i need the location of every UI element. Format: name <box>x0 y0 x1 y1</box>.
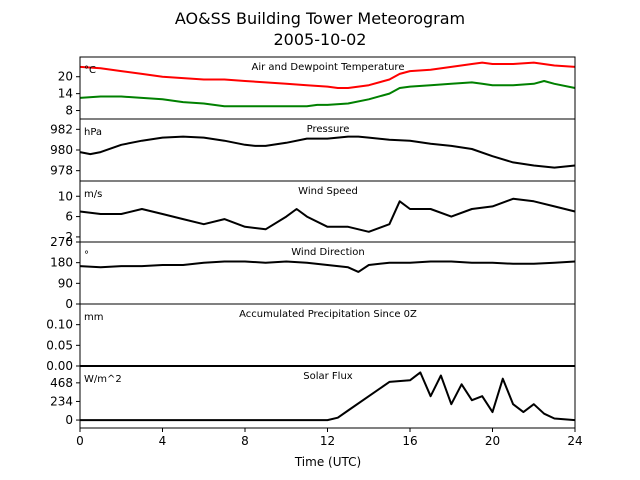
panel-0-ytick-label-1: 14 <box>58 87 73 101</box>
panel-4-ytick-label-2: 0.10 <box>46 318 73 332</box>
panel-4-unit: mm <box>84 312 103 323</box>
panel-1-ytick-label-1: 980 <box>50 143 73 157</box>
panel-1-ytick-label-2: 982 <box>50 122 73 136</box>
panel-3-title: Wind Direction <box>291 247 365 258</box>
x-axis-label: Time (UTC) <box>294 455 361 469</box>
panel-3-ytick-label-1: 90 <box>58 276 73 290</box>
panel-2-ytick-label-2: 10 <box>58 189 73 203</box>
panel-5-ytick-label-1: 234 <box>50 394 73 408</box>
panel-5-ytick-label-0: 0 <box>65 413 73 427</box>
panel-3-ytick-label-3: 270 <box>50 235 73 249</box>
panel-4: 0.00 0.05 0.10 Accumulated Precipitation Si… <box>46 303 576 373</box>
panel-3-ytick-label-2: 180 <box>50 256 73 270</box>
panel-4-ytick-label-0: 0.00 <box>46 359 73 373</box>
panel-1-title: Pressure <box>307 124 350 135</box>
panel-0-unit: °C <box>84 65 96 76</box>
panel-1-unit: hPa <box>84 127 102 138</box>
panel-5-title: Solar Flux <box>303 371 353 382</box>
panel-3: 0 90 180 270 Wind Direction ° <box>50 235 576 311</box>
panel-3-unit: ° <box>84 250 89 261</box>
panel-1-ytick-label-0: 978 <box>50 164 73 178</box>
panel-2-series-0-line <box>79 197 576 233</box>
panel-2-ytick-label-0: 2 <box>65 230 73 244</box>
x-axis: 0 4 8 12 16 20 24 <box>76 428 583 448</box>
panel-5-ytick-label-2: 468 <box>50 376 73 390</box>
panel-2: 2 6 10 Wind Speed m/s <box>58 180 576 244</box>
xtick-label-1: 4 <box>159 434 167 448</box>
xtick-label-2: 8 <box>241 434 249 448</box>
xtick-label-6: 24 <box>567 434 582 448</box>
panel-0-ytick-label-2: 20 <box>58 70 73 84</box>
figure-subtitle: 2005-10-02 <box>274 30 367 49</box>
panel-5-series-0-line <box>80 371 576 422</box>
panel-4-ytick-label-1: 0.05 <box>46 338 73 352</box>
panel-3-series-0-line <box>79 260 576 273</box>
panel-5-unit: W/m^2 <box>84 374 122 385</box>
xtick-label-5: 20 <box>485 434 500 448</box>
panel-1-series-0-line <box>79 135 576 169</box>
panel-2-ytick-label-1: 6 <box>65 210 73 224</box>
panel-3-ytick-label-0: 0 <box>65 297 73 311</box>
xtick-label-0: 0 <box>76 434 84 448</box>
panel-0-title: Air and Dewpoint Temperature <box>252 62 405 73</box>
panel-2-title: Wind Speed <box>298 186 358 197</box>
panel-0: 8 14 20 Air and Dewpoint Temperature °C <box>58 56 576 120</box>
panel-2-unit: m/s <box>84 189 102 200</box>
panel-5: 0 234 468 Solar Flux W/m^2 <box>50 365 576 429</box>
panel-4-title: Accumulated Precipitation Since 0Z <box>239 309 417 320</box>
xtick-label-3: 12 <box>320 434 335 448</box>
xtick-label-4: 16 <box>402 434 417 448</box>
panel-0-series-1-line <box>79 80 576 108</box>
panel-0-series-0-line <box>79 61 576 89</box>
panel-0-ytick-label-0: 8 <box>65 104 73 118</box>
figure-title: AO&SS Building Tower Meteorogram <box>175 9 465 28</box>
panel-1: 978 980 982 Pressure hPa <box>50 118 576 182</box>
